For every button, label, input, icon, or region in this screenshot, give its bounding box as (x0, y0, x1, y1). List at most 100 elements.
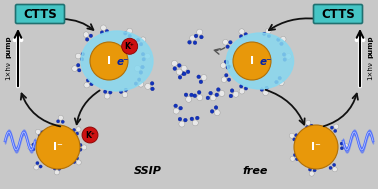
Circle shape (177, 64, 181, 67)
Circle shape (81, 52, 85, 56)
Circle shape (186, 96, 192, 102)
Circle shape (36, 125, 80, 169)
Circle shape (179, 121, 185, 127)
Circle shape (83, 32, 89, 37)
Circle shape (333, 163, 336, 167)
Circle shape (177, 69, 182, 75)
Circle shape (41, 131, 44, 134)
Text: e⁻: e⁻ (117, 57, 129, 67)
Circle shape (210, 95, 216, 101)
Circle shape (192, 120, 198, 126)
Circle shape (76, 53, 81, 59)
Circle shape (77, 68, 81, 72)
Circle shape (332, 167, 337, 172)
Circle shape (84, 82, 90, 88)
Circle shape (334, 124, 339, 129)
Circle shape (214, 106, 218, 109)
Circle shape (262, 32, 266, 36)
Circle shape (310, 124, 313, 127)
Circle shape (89, 34, 93, 38)
Circle shape (172, 60, 177, 66)
Circle shape (265, 86, 268, 90)
Circle shape (306, 120, 311, 125)
Circle shape (280, 36, 286, 42)
Circle shape (278, 76, 282, 80)
Circle shape (142, 57, 146, 61)
Circle shape (141, 65, 144, 69)
Circle shape (36, 162, 39, 165)
Text: I⁻: I⁻ (311, 142, 321, 152)
Circle shape (215, 93, 218, 97)
Circle shape (193, 41, 197, 45)
Circle shape (138, 81, 144, 87)
Text: 1×hν: 1×hν (367, 62, 373, 80)
Circle shape (230, 89, 234, 92)
Circle shape (340, 142, 343, 145)
Circle shape (76, 157, 79, 160)
Circle shape (239, 29, 245, 34)
Circle shape (193, 94, 197, 98)
Circle shape (181, 65, 187, 71)
Circle shape (174, 104, 178, 108)
Circle shape (267, 34, 271, 38)
Circle shape (139, 43, 143, 46)
Circle shape (150, 81, 154, 85)
Circle shape (229, 41, 232, 44)
Circle shape (293, 153, 296, 156)
Circle shape (263, 90, 268, 96)
Circle shape (195, 116, 199, 120)
Circle shape (340, 147, 344, 150)
Circle shape (124, 88, 128, 92)
Circle shape (90, 42, 128, 80)
Circle shape (184, 93, 188, 97)
Text: e⁻: e⁻ (260, 57, 272, 67)
Circle shape (82, 145, 87, 150)
Circle shape (286, 54, 291, 59)
Circle shape (334, 129, 337, 132)
Circle shape (150, 87, 154, 91)
Circle shape (197, 75, 201, 79)
Circle shape (308, 168, 311, 171)
Circle shape (38, 134, 41, 138)
Circle shape (76, 127, 81, 132)
Circle shape (136, 38, 140, 42)
Circle shape (39, 165, 42, 168)
Circle shape (329, 166, 332, 170)
Circle shape (279, 80, 284, 86)
Circle shape (289, 133, 294, 138)
Circle shape (79, 148, 82, 151)
Circle shape (239, 88, 245, 94)
Circle shape (183, 72, 186, 76)
Circle shape (228, 59, 234, 65)
Circle shape (100, 31, 104, 34)
Circle shape (32, 143, 35, 146)
Circle shape (104, 93, 110, 99)
Circle shape (305, 125, 309, 129)
Circle shape (86, 79, 90, 82)
Circle shape (210, 109, 214, 113)
Circle shape (128, 34, 132, 38)
Text: K⁺: K⁺ (125, 42, 135, 51)
Circle shape (135, 65, 140, 71)
Circle shape (209, 91, 212, 95)
Circle shape (197, 94, 203, 101)
Circle shape (224, 60, 228, 64)
Circle shape (244, 87, 248, 90)
Circle shape (183, 118, 187, 122)
Circle shape (108, 91, 112, 94)
Circle shape (179, 106, 183, 110)
Circle shape (122, 92, 128, 98)
Circle shape (201, 74, 207, 81)
Text: I: I (250, 56, 254, 66)
Circle shape (293, 138, 296, 141)
Ellipse shape (81, 31, 153, 91)
Circle shape (214, 110, 220, 116)
Circle shape (72, 66, 77, 71)
Circle shape (227, 78, 231, 81)
Circle shape (283, 58, 287, 61)
Circle shape (186, 70, 190, 74)
Circle shape (225, 61, 229, 64)
Circle shape (73, 160, 76, 164)
Circle shape (220, 63, 226, 68)
Circle shape (265, 28, 271, 34)
